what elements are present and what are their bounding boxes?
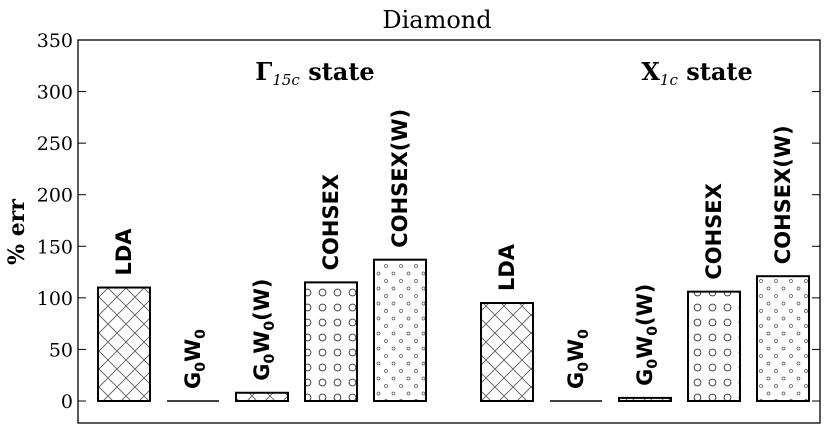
y-tick-label: 100	[37, 288, 73, 310]
y-tick-label: 200	[37, 185, 73, 207]
y-tick-label: 50	[49, 339, 73, 361]
y-tick-label: 250	[37, 133, 73, 155]
y-tick-label: 300	[37, 82, 73, 104]
bar-label: COHSEX(W)	[388, 109, 412, 248]
bar-label: G0W0(W)	[633, 284, 661, 386]
bar-label: COHSEX	[702, 183, 726, 280]
bar-cohsex-w--group-2	[756, 275, 810, 402]
bar-label: LDA	[495, 243, 519, 291]
group-label: Γ15c state	[255, 57, 374, 89]
plot-frame	[77, 39, 821, 424]
y-tick-label: 0	[61, 391, 73, 413]
group-labels: Γ15c state X1c state	[255, 57, 752, 89]
bar-label: G0W0	[564, 329, 592, 389]
group-label: X1c state	[641, 57, 752, 89]
bars	[97, 258, 810, 403]
bar-label: LDA	[112, 228, 136, 276]
bar-labels: LDA LDA G0W0 G0W0 G0W0(W) G0W0(W) COHSEX COHSEX…	[112, 109, 795, 389]
bar-g0w0-w--group-1	[235, 391, 289, 402]
y-tick-label: 150	[37, 236, 73, 258]
bar-lda-group-1	[97, 286, 151, 402]
y-axis-label: % err	[4, 199, 30, 265]
bar-label: COHSEX(W)	[771, 125, 795, 264]
bar-label: COHSEX	[319, 174, 343, 271]
bar-g0w0-w--group-2	[618, 396, 672, 402]
y-axis: 0 50 100 150 200 250 300 350	[37, 30, 820, 413]
bar-lda-group-2	[480, 302, 534, 402]
bar-label: G0W0(W)	[250, 278, 278, 380]
bar-label: G0W0	[181, 329, 209, 389]
bar-cohsex-group-2	[687, 290, 741, 403]
bar-cohsex-w--group-1	[373, 258, 427, 402]
bar-cohsex-group-1	[304, 281, 358, 402]
y-tick-label: 350	[37, 30, 73, 52]
chart-title: Diamond	[382, 6, 491, 34]
